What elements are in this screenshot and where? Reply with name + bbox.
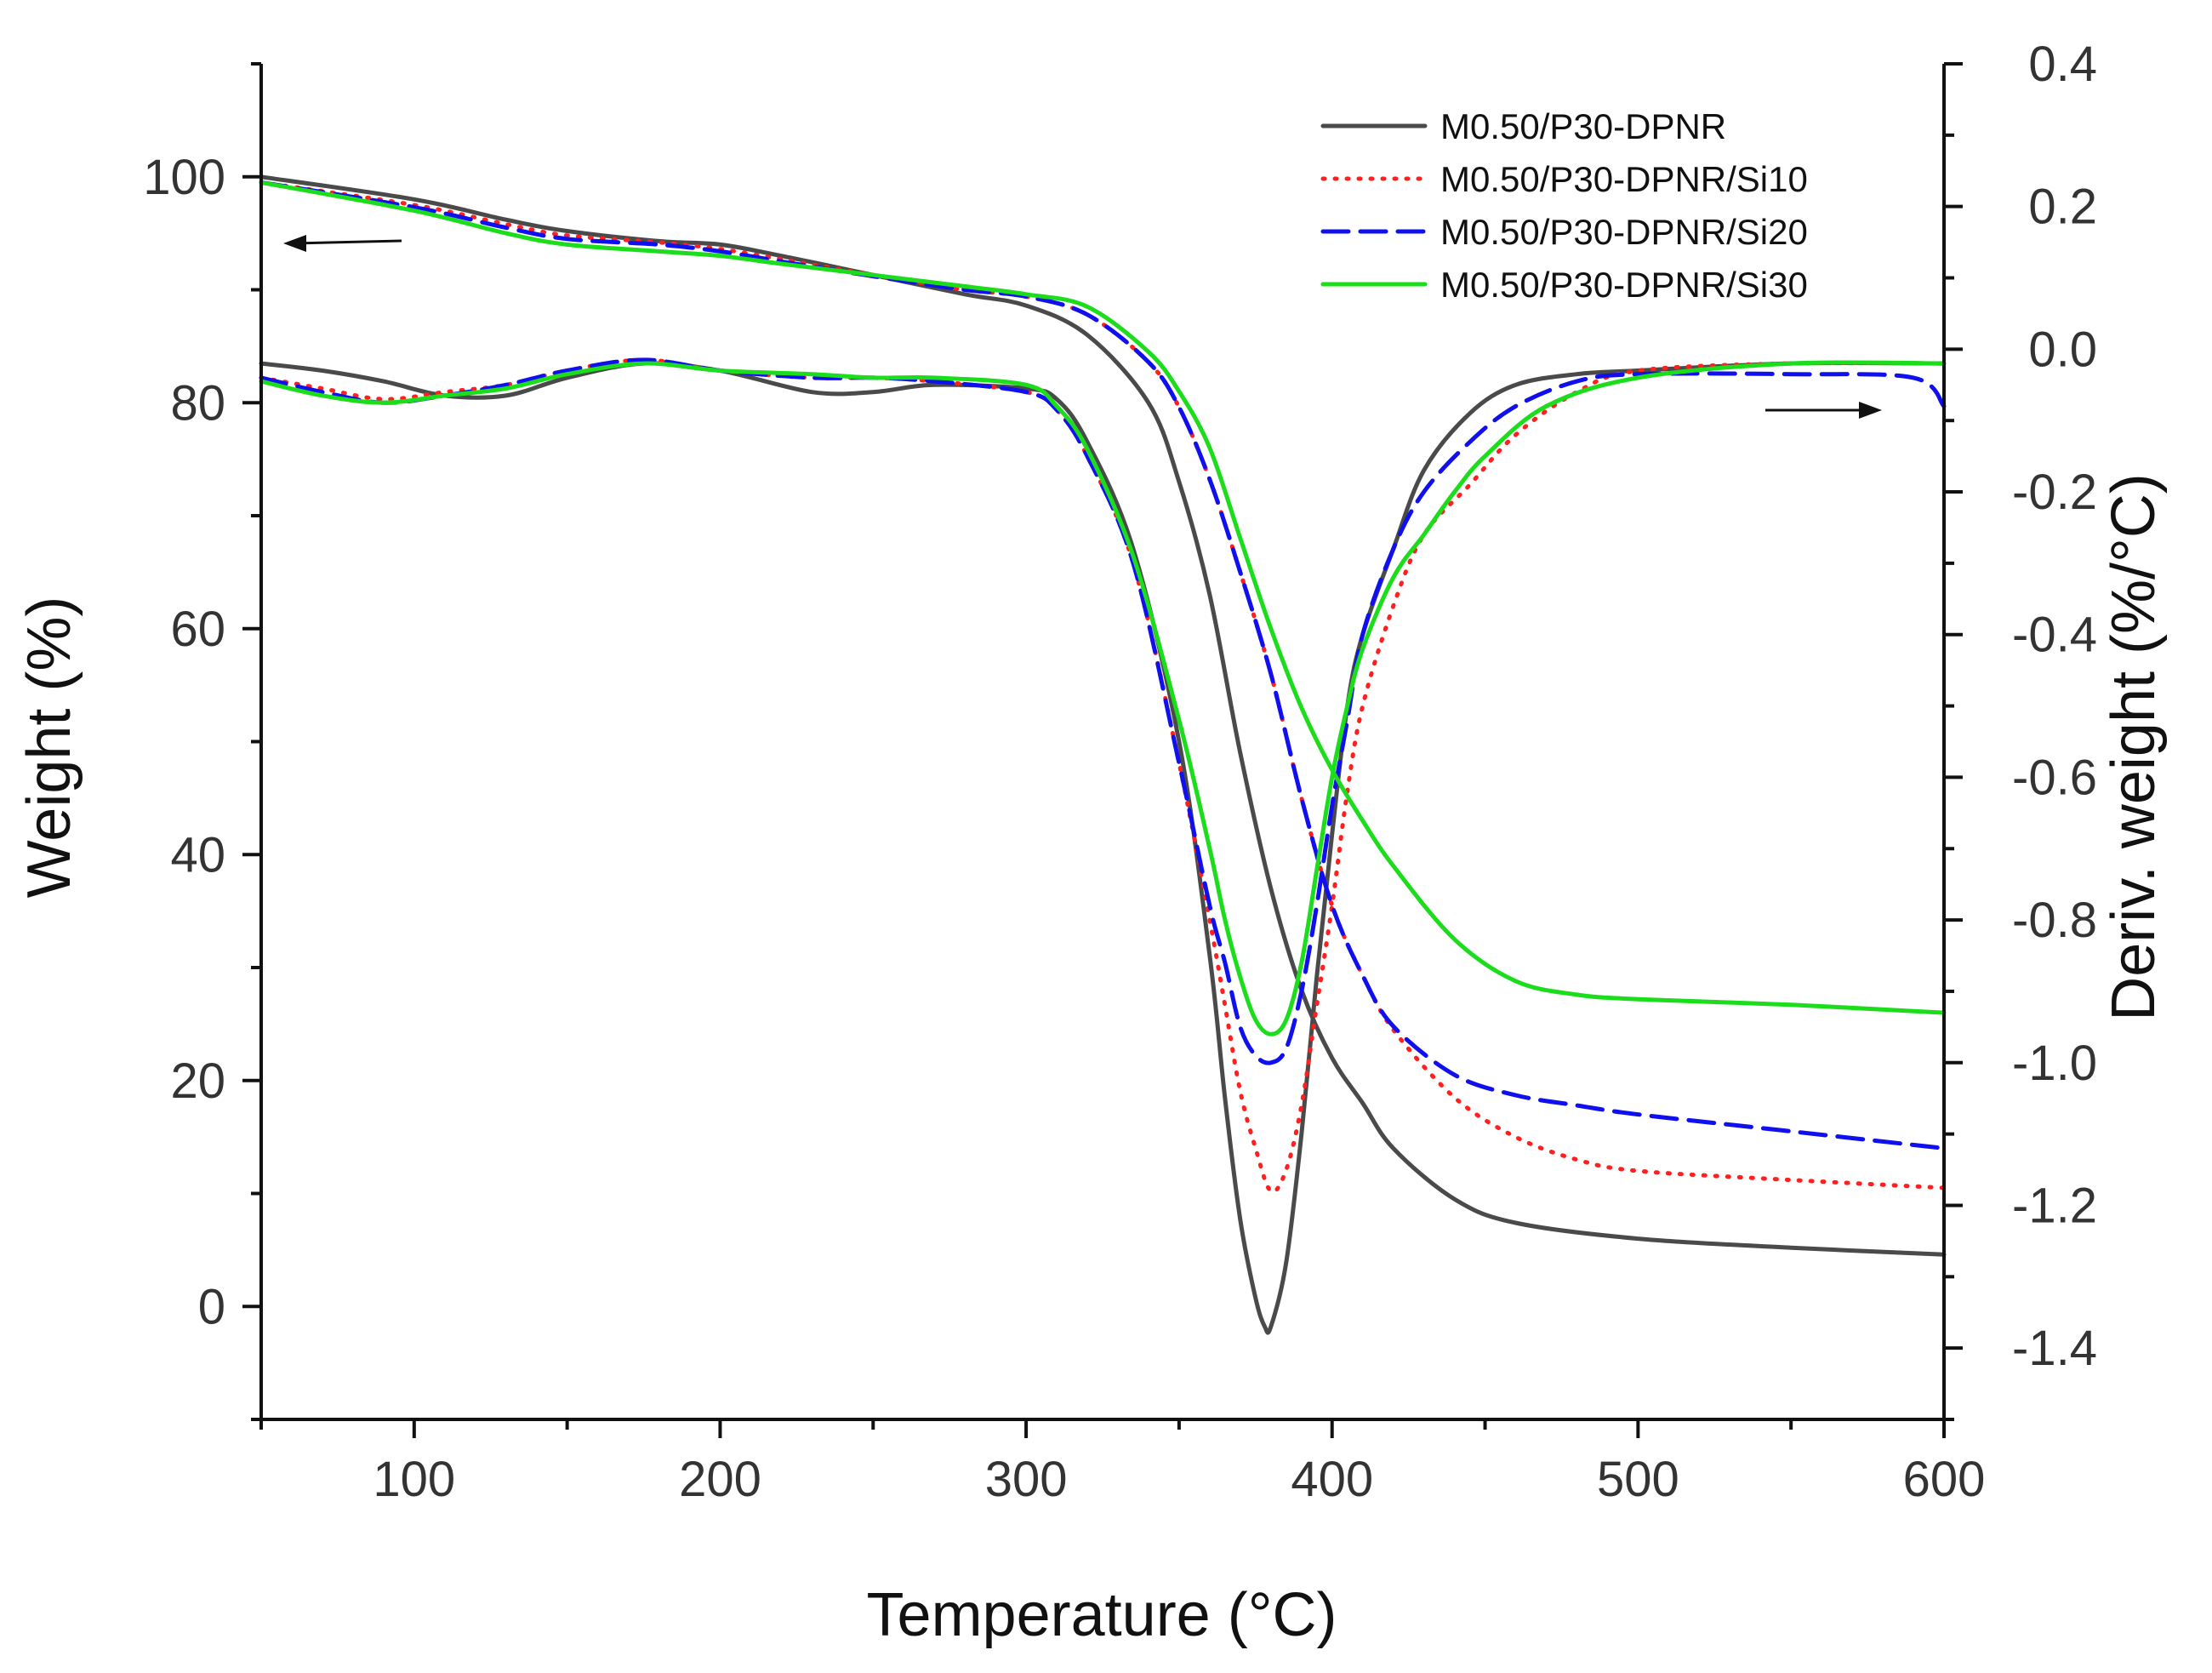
series-1-weight-line [259,174,1947,1257]
series-2-deriv-line [259,357,1947,1194]
y-left-tick-label: 20 [170,1053,225,1109]
x-tick-label: 600 [1903,1452,1986,1507]
x-ticks: 100 200 300 400 500 600 [259,1419,1986,1507]
x-tick-label: 200 [679,1452,761,1507]
y-right-tick-label: 0.0 [2028,322,2097,377]
series-layer [259,174,1947,1335]
y-left-tick-label: 60 [170,602,225,657]
y-left-tick-label: 40 [170,827,225,882]
series-3-deriv-line [259,357,1947,1065]
legend-label-4: M0.50/P30-DPNR/Si30 [1440,265,1808,305]
y-left-tick-label: 100 [143,150,225,205]
y-right-tick-label: -1.4 [2012,1321,2097,1376]
y-right-tick-label: -0.6 [2012,750,2097,805]
x-tick-label: 500 [1597,1452,1679,1507]
y-right-ticks: 0.4 0.2 0.0 -0.2 -0.4 -0.6 -0.8 -1.0 -1.2 -1.4 [1944,37,2097,1421]
left-arrow-annotation [283,235,402,252]
y-right-tick-label: -1.0 [2012,1036,2097,1091]
legend-label-3: M0.50/P30-DPNR/Si20 [1440,212,1808,252]
y-right-tick-label: 0.2 [2028,180,2097,235]
legend-label-1: M0.50/P30-DPNR [1440,106,1726,146]
y-right-axis-title: Deriv. weight (%/°C) [2100,473,2168,1021]
x-axis-title: Temperature (°C) [867,1581,1337,1649]
y-right-tick-label: -0.2 [2012,465,2097,520]
series-3-weight-line [259,180,1947,1151]
y-right-tick-label: 0.4 [2028,37,2097,92]
series-4-deriv-line [259,360,1947,1036]
legend: M0.50/P30-DPNR M0.50/P30-DPNR/Si10 M0.50/P… [1320,106,1808,305]
y-right-tick-label: -0.8 [2012,893,2097,948]
y-left-axis-title: Weight (%) [15,597,83,899]
legend-label-2: M0.50/P30-DPNR/Si10 [1440,159,1808,199]
x-tick-label: 300 [985,1452,1068,1507]
y-left-ticks: 0 20 40 60 80 100 [143,62,261,1421]
y-right-tick-label: -0.4 [2012,608,2097,663]
y-left-tick-label: 80 [170,375,225,431]
right-arrow-annotation [1765,402,1882,419]
x-tick-label: 100 [373,1452,455,1507]
y-right-tick-label: -1.2 [2012,1178,2097,1233]
x-tick-label: 400 [1291,1452,1373,1507]
series-4-weight-line [259,180,1947,1015]
y-left-tick-label: 0 [198,1279,225,1334]
